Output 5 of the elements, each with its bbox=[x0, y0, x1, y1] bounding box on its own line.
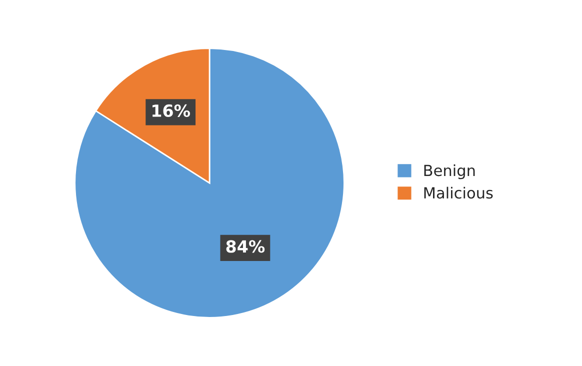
data-label: 84% bbox=[226, 240, 265, 253]
legend-label: Benign bbox=[424, 164, 475, 180]
data-label: 16% bbox=[152, 104, 190, 118]
pie-slice bbox=[74, 48, 345, 318]
legend-label: Malicious bbox=[424, 186, 493, 199]
